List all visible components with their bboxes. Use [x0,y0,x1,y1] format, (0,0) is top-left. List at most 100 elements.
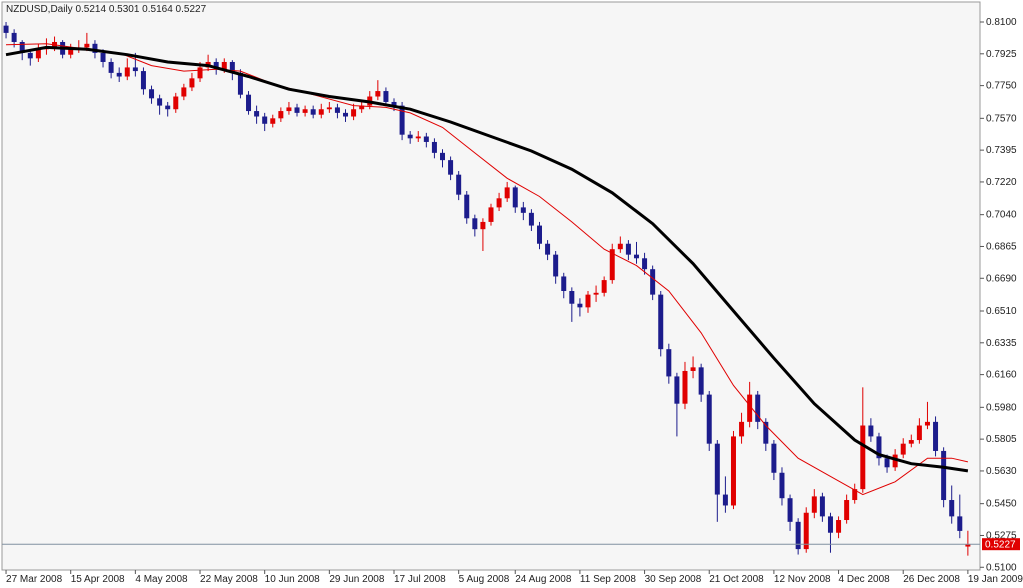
candle-body [795,521,801,550]
price-box [982,538,1020,551]
price-label: 0.5227 [985,540,1016,551]
x-tick-label: 26 Dec 2008 [903,574,960,585]
y-tick-label: 0.7750 [986,81,1017,92]
candle-body [933,421,939,451]
candle-body [149,89,155,99]
candle-body [512,187,518,208]
x-tick-label: 22 May 2008 [200,574,258,585]
x-tick-label: 4 Dec 2008 [839,574,891,585]
candle-body [278,111,284,119]
candle-body [617,243,623,250]
y-tick-label: 0.5100 [986,562,1017,573]
candle-body [601,280,607,293]
candle-body [294,107,300,113]
x-tick-label: 27 Mar 2008 [6,574,63,585]
candle-body [957,516,963,531]
y-tick-label: 0.6865 [986,241,1017,252]
candle-body [456,174,462,195]
y-tick-label: 0.7925 [986,49,1017,60]
candle-body [852,489,858,501]
candle-body [900,443,906,455]
candle-body [480,221,486,230]
x-tick-label: 5 Aug 2008 [459,574,510,585]
candle-body [157,98,163,106]
candle-body [326,107,332,110]
candle-body [343,112,349,117]
candle-body [868,425,874,437]
candle-body [528,212,534,226]
candle-body [520,207,526,213]
candle-body [811,496,817,513]
candle-body [577,303,583,308]
candle-body [415,136,421,139]
candle-body [213,61,219,70]
candle-body [561,276,567,291]
candle-body [488,207,494,222]
candle-body [286,107,292,112]
y-tick-label: 0.7570 [986,113,1017,124]
candle-body [464,194,470,219]
candle-body [585,294,591,308]
y-tick-label: 0.7040 [986,210,1017,221]
candle-body [383,91,389,102]
candle-body [472,218,478,230]
candle-body [690,367,696,371]
candle-body [262,116,268,124]
candle-body [836,520,842,533]
candle-body [941,450,947,501]
candle-body [318,109,324,115]
candle-body [35,49,41,59]
candle-body [666,349,672,377]
candle-body [803,512,809,550]
y-tick-label: 0.6335 [986,338,1017,349]
candle-body [682,370,688,404]
candle-body [399,105,405,135]
candle-body [124,67,130,77]
candle-body [3,25,9,33]
candle-body [916,425,922,441]
y-tick-label: 0.6690 [986,273,1017,284]
candle-body [84,43,90,48]
x-tick-label: 21 Oct 2008 [709,574,764,585]
y-tick-label: 0.7220 [986,177,1017,188]
candle-body [876,436,882,459]
candle-body [819,496,825,517]
candle-body [334,107,340,113]
candle-body [714,443,720,495]
candle-body [755,394,761,422]
candle-body [642,258,648,270]
candle-body [407,134,413,139]
candle-body [609,249,615,281]
candle-body [536,225,542,244]
chart-title: NZDUSD,Daily 0.5214 0.5301 0.5164 0.5227 [6,4,207,15]
candle-body [949,500,955,517]
y-tick-label: 0.5980 [986,402,1017,413]
candle-body [19,41,25,53]
candle-body [844,500,850,521]
candle-body [92,43,98,53]
candle-body [165,105,171,110]
candle-body [108,61,114,73]
candle-body [302,109,308,113]
x-tick-label: 12 Nov 2008 [774,574,831,585]
candle-body [827,516,833,533]
candle-body [270,118,276,124]
candle-body [221,61,227,70]
candle-body [375,91,381,97]
candle-body [423,136,429,142]
candle-body [246,94,252,112]
candle-body [504,187,510,199]
candle-body [197,67,203,79]
candle-body [116,72,122,77]
y-tick-label: 0.5805 [986,434,1017,445]
candle-body [189,78,195,88]
candle-body [633,254,639,259]
candle-body [237,72,243,95]
moving-average [5,45,969,473]
candle-body [908,440,914,444]
candle-body [965,544,971,547]
candle-body [625,243,631,255]
moving-average [5,43,969,496]
candle-body [254,111,260,117]
